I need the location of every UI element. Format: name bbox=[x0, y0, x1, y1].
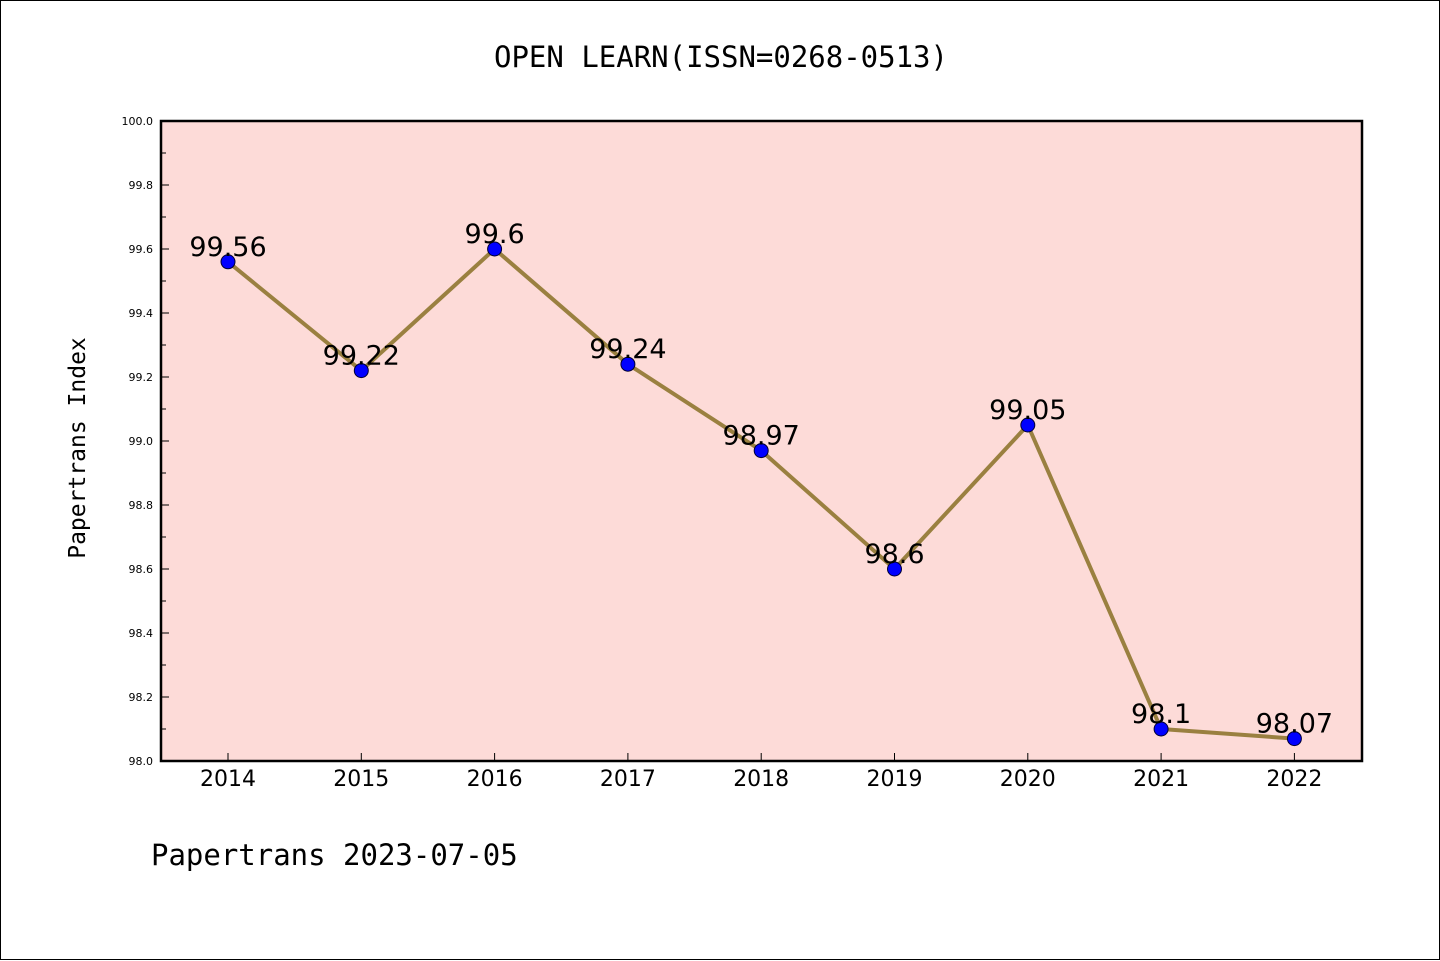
data-point bbox=[220, 254, 236, 270]
data-label: 98.07 bbox=[1256, 709, 1333, 740]
data-point bbox=[1020, 417, 1036, 433]
plot-frame bbox=[159, 119, 1364, 763]
x-tick-label: 2014 bbox=[200, 767, 256, 792]
y-tick-label: 100.0 bbox=[122, 115, 154, 128]
y-tick-label: 98.0 bbox=[129, 755, 154, 768]
data-label: 98.6 bbox=[864, 539, 924, 570]
chart-title: OPEN LEARN(ISSN=0268-0513) bbox=[494, 40, 948, 74]
data-point bbox=[887, 561, 902, 577]
x-tick-label: 2021 bbox=[1133, 767, 1189, 792]
y-tick-label: 99.0 bbox=[129, 435, 154, 448]
y-tick-label: 99.8 bbox=[129, 179, 154, 192]
data-label: 99.22 bbox=[323, 341, 400, 372]
data-label: 99.6 bbox=[465, 219, 525, 250]
y-tick-label: 99.4 bbox=[129, 307, 154, 320]
x-axis-ticks: 2014 2015 2016 2017 2018 2019 2020 2021 2022 bbox=[200, 753, 1322, 792]
y-tick-label: 98.2 bbox=[129, 691, 154, 704]
x-tick-label: 2017 bbox=[600, 767, 656, 792]
x-tick-label: 2015 bbox=[333, 767, 389, 792]
data-point bbox=[353, 363, 369, 379]
x-tick-label: 2019 bbox=[867, 767, 923, 792]
data-label: 98.97 bbox=[723, 421, 800, 452]
y-tick-label: 99.2 bbox=[129, 371, 154, 384]
series-layer: 99.56 99.22 99.6 99.24 98.97 98.6 99.05 98.1 98.… bbox=[189, 219, 1333, 747]
data-point bbox=[487, 241, 503, 257]
y-tick-label: 99.6 bbox=[129, 243, 154, 256]
x-tick-label: 2016 bbox=[467, 767, 523, 792]
footer-credit: Papertrans 2023-07-05 bbox=[151, 838, 518, 872]
data-point bbox=[1286, 731, 1302, 747]
data-label: 99.56 bbox=[189, 232, 266, 263]
y-tick-label: 98.6 bbox=[129, 563, 154, 576]
plot-area bbox=[161, 121, 1362, 761]
y-tick-label: 98.4 bbox=[129, 627, 154, 640]
data-point bbox=[620, 356, 636, 372]
y-axis-label: Papertrans Index bbox=[65, 337, 91, 559]
y-tick-label: 98.8 bbox=[129, 499, 154, 512]
data-point bbox=[753, 443, 769, 459]
data-point bbox=[1153, 721, 1169, 737]
data-label: 99.24 bbox=[589, 334, 666, 365]
data-label: 98.1 bbox=[1131, 699, 1191, 730]
y-axis-ticks: 98.0 98.2 98.4 98.6 98.8 99.0 99.2 99.4 99.6 99.8… bbox=[122, 115, 169, 768]
x-tick-label: 2020 bbox=[1000, 767, 1056, 792]
data-label: 99.05 bbox=[989, 395, 1066, 426]
x-tick-label: 2022 bbox=[1266, 767, 1322, 792]
x-tick-label: 2018 bbox=[733, 767, 789, 792]
